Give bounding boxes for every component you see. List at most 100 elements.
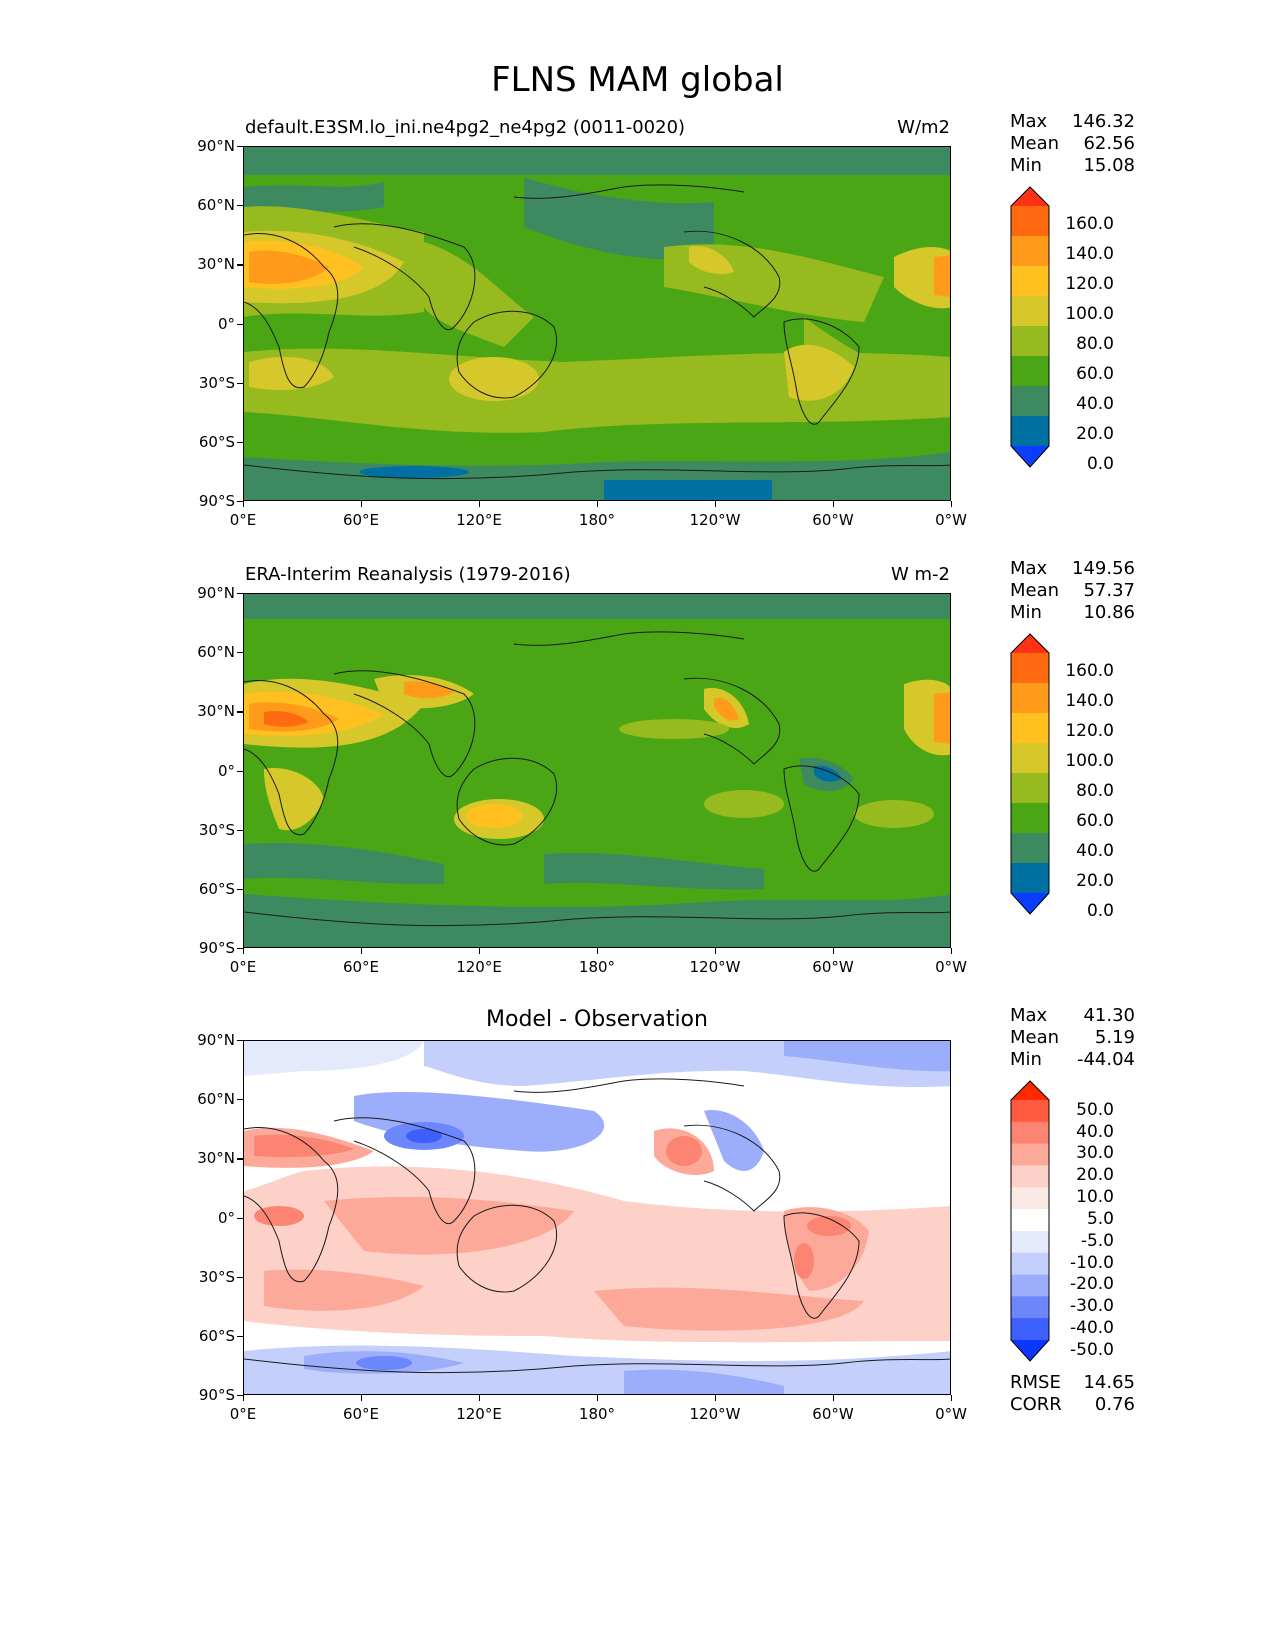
stat-value: 10.86 <box>1083 602 1135 623</box>
colorbar-label: 140.0 <box>1065 244 1114 264</box>
panel2-title: ERA-Interim Reanalysis (1979-2016) <box>245 564 571 585</box>
lat-tick-mark <box>237 205 243 207</box>
lat-tick-mark <box>237 146 243 148</box>
lon-tick-label: 120°W <box>689 1405 741 1423</box>
colorbar <box>1010 186 1050 468</box>
colorbar-outline <box>1010 1080 1050 1362</box>
colorbar-segment <box>1011 713 1049 744</box>
metric-label: RMSE <box>1010 1372 1061 1393</box>
colorbar-outline <box>1010 633 1050 915</box>
lat-tick-mark <box>237 441 243 444</box>
lat-tick-mark <box>237 1158 243 1160</box>
lon-tick-mark <box>243 501 245 507</box>
panel3-map <box>243 1040 951 1395</box>
panel1-map <box>243 146 951 501</box>
colorbar-segment <box>1011 833 1049 864</box>
stat-label: Max <box>1010 1005 1048 1026</box>
lat-tick-mark <box>237 501 243 503</box>
colorbar-label: 40.0 <box>1076 841 1114 861</box>
lon-tick-label: 120°E <box>456 958 502 976</box>
colorbar-label: 120.0 <box>1065 274 1114 294</box>
colorbar-label: -50.0 <box>1070 1339 1114 1360</box>
lat-tick-label: 30°N <box>197 1149 235 1168</box>
colorbar-label: -20.0 <box>1070 1274 1114 1295</box>
lat-tick-mark <box>237 652 243 654</box>
lon-tick-mark <box>833 1395 835 1401</box>
colorbar-segment <box>1011 1100 1049 1123</box>
lon-tick-label: 120°E <box>456 1405 502 1423</box>
lat-tick-label: 60°S <box>198 432 235 451</box>
colorbar-segment <box>1011 683 1049 714</box>
stat-value: 62.56 <box>1083 133 1135 154</box>
metric-label: CORR <box>1010 1394 1062 1415</box>
colorbar-outline <box>1010 186 1050 468</box>
colorbar-label: 160.0 <box>1065 661 1114 681</box>
stat-label: Mean <box>1010 580 1060 601</box>
colorbar-segment <box>1011 1318 1049 1341</box>
colorbar-label: -30.0 <box>1070 1296 1114 1317</box>
lat-tick-label: 90°S <box>198 492 235 510</box>
lon-tick-label: 0°E <box>229 511 257 529</box>
colorbar-label: 120.0 <box>1065 721 1114 741</box>
lat-tick-label: 60°N <box>197 643 235 662</box>
lon-tick-mark <box>597 1395 599 1401</box>
colorbar-segment <box>1011 1143 1049 1166</box>
lon-tick-mark <box>951 948 953 954</box>
colorbar-label: -40.0 <box>1070 1318 1114 1338</box>
lat-tick-label: 90°S <box>198 1386 235 1404</box>
lon-tick-label: 60°E <box>342 1405 380 1423</box>
colorbar-label: 0.0 <box>1086 454 1114 474</box>
colorbar-bottom-extend <box>1011 893 1049 914</box>
colorbar-segment <box>1011 416 1049 447</box>
lat-tick-mark <box>237 948 243 950</box>
stat-label: Mean <box>1010 133 1060 154</box>
lat-tick-label: 30°S <box>198 1267 235 1286</box>
lon-tick-mark <box>243 1395 245 1401</box>
lat-tick-mark <box>237 888 243 891</box>
stat-label: Min <box>1010 602 1042 623</box>
colorbar-segment <box>1011 653 1049 684</box>
lon-tick-mark <box>715 948 717 954</box>
lon-tick-label: 60°E <box>342 958 380 976</box>
colorbar-label: 60.0 <box>1076 364 1114 384</box>
colorbar-label: 20.0 <box>1076 1165 1114 1186</box>
colorbar-label: 60.0 <box>1076 811 1114 831</box>
panel1-units: W/m2 <box>897 117 950 138</box>
colorbar-label: 20.0 <box>1076 871 1114 891</box>
lon-tick-mark <box>479 501 481 507</box>
colorbar-bottom-extend <box>1011 446 1049 467</box>
lat-tick-mark <box>237 1276 243 1278</box>
stats-box: Max 146.32 Mean 62.56 Min 15.08 <box>1010 111 1135 177</box>
colorbar-label: 30.0 <box>1076 1143 1114 1164</box>
lon-tick-mark <box>833 501 835 507</box>
metrics-box: RMSE 14.65 CORR 0.76 <box>1010 1372 1135 1416</box>
colorbar-label: 80.0 <box>1076 781 1114 801</box>
lon-tick-label: 180° <box>578 511 616 529</box>
colorbar-label: 100.0 <box>1065 304 1114 324</box>
metric-value: 0.76 <box>1094 1394 1135 1415</box>
lat-tick-label: 60°N <box>197 1090 235 1109</box>
colorbar-label: 40.0 <box>1076 394 1114 414</box>
stat-value: 15.08 <box>1083 155 1135 176</box>
lon-tick-mark <box>951 1395 953 1401</box>
lat-tick-label: 60°N <box>197 196 235 215</box>
colorbar-label: 40.0 <box>1076 1121 1114 1142</box>
lat-tick-label: 0° <box>217 761 235 780</box>
lat-tick-mark <box>237 711 243 713</box>
lon-tick-mark <box>361 948 363 954</box>
colorbar <box>1010 1080 1050 1362</box>
colorbar-segment <box>1011 1296 1049 1319</box>
lat-tick-mark <box>237 770 243 772</box>
lat-tick-label: 30°N <box>197 255 235 274</box>
stat-value: 57.37 <box>1083 580 1135 601</box>
colorbar-segment <box>1011 386 1049 417</box>
lon-tick-mark <box>479 948 481 954</box>
lat-tick-mark <box>237 1335 243 1338</box>
colorbar-segment <box>1011 743 1049 774</box>
colorbar <box>1010 633 1050 915</box>
lon-tick-mark <box>951 501 953 507</box>
colorbar-label: 10.0 <box>1076 1187 1114 1208</box>
lon-tick-mark <box>833 948 835 954</box>
colorbar-label: 20.0 <box>1076 424 1114 444</box>
panel1-title: default.E3SM.lo_ini.ne4pg2_ne4pg2 (0011-… <box>245 117 686 138</box>
